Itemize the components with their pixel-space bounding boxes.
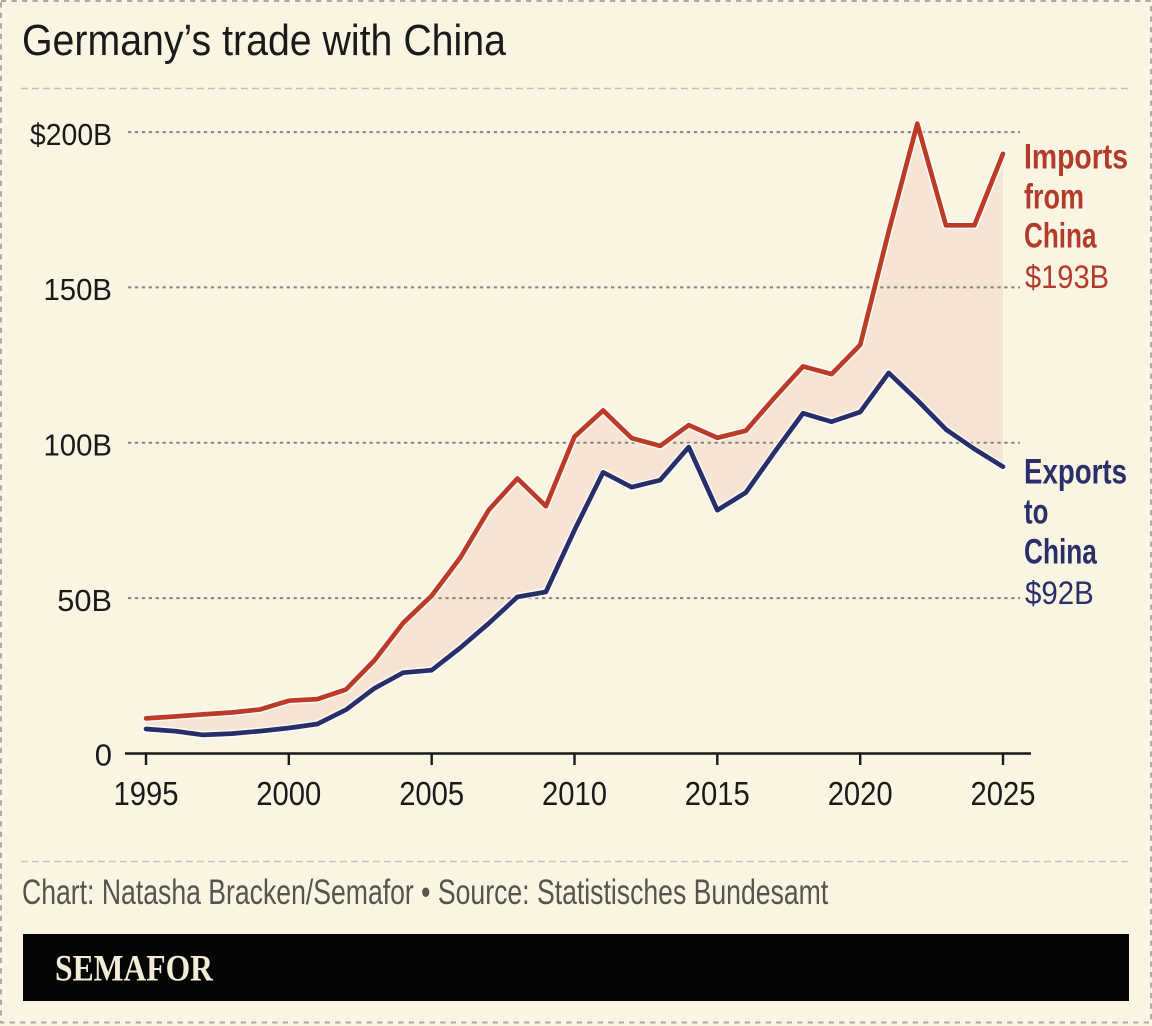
svg-text:Exports: Exports — [1024, 451, 1127, 491]
svg-text:$92B: $92B — [1025, 575, 1094, 611]
svg-text:$200B: $200B — [30, 117, 112, 152]
svg-text:2020: 2020 — [828, 775, 893, 812]
svg-text:Imports: Imports — [1024, 137, 1128, 177]
svg-text:50B: 50B — [57, 583, 112, 618]
svg-text:100B: 100B — [44, 428, 113, 463]
svg-text:0: 0 — [95, 738, 112, 773]
svg-text:150B: 150B — [44, 272, 113, 307]
svg-text:2015: 2015 — [685, 775, 750, 812]
svg-text:2025: 2025 — [971, 775, 1036, 812]
svg-text:from: from — [1024, 177, 1084, 217]
svg-text:to: to — [1024, 492, 1048, 532]
svg-text:$193B: $193B — [1025, 259, 1109, 295]
svg-text:2005: 2005 — [399, 775, 464, 812]
svg-text:1995: 1995 — [114, 775, 179, 812]
svg-text:2010: 2010 — [542, 775, 607, 812]
svg-text:China: China — [1024, 532, 1097, 572]
svg-text:2000: 2000 — [256, 775, 321, 812]
svg-text:China: China — [1024, 216, 1097, 256]
